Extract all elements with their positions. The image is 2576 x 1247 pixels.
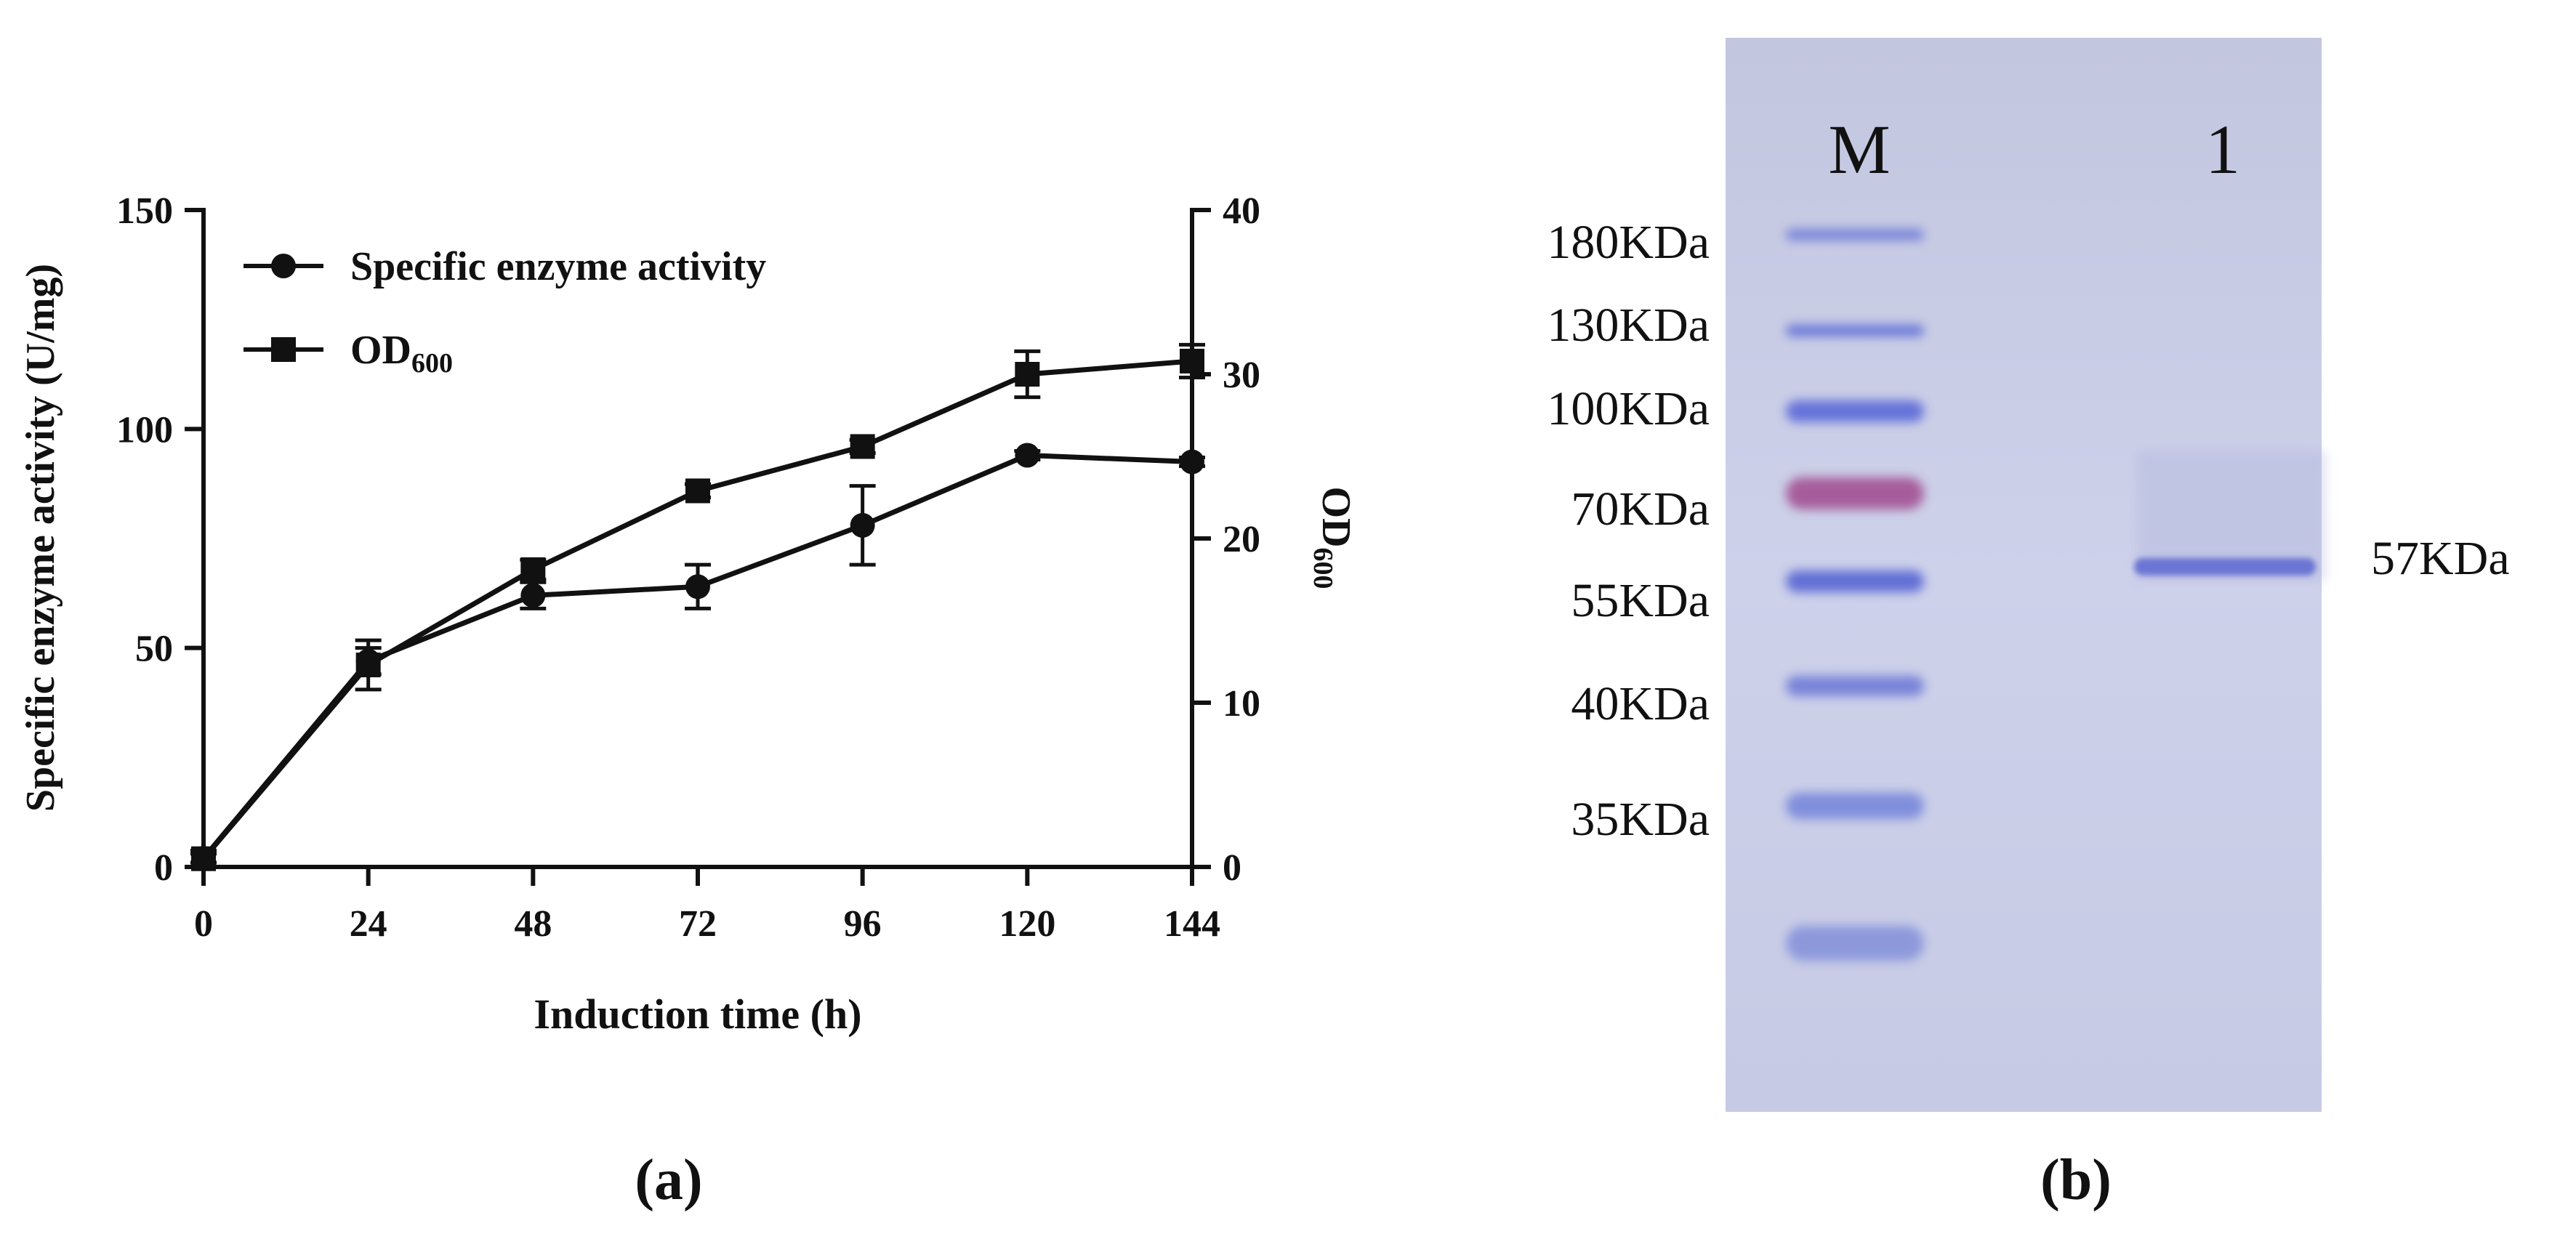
legend-label-od-main: OD <box>350 328 411 373</box>
series-line-enzyme <box>201 452 1193 860</box>
x-tick-label: 48 <box>514 903 552 945</box>
gel-bands <box>1786 229 2326 961</box>
marker-band <box>1786 325 1924 336</box>
x-tick-label: 144 <box>1164 903 1220 945</box>
marker-band <box>1786 229 1924 241</box>
marker-size-label: 100KDa <box>1547 382 1710 435</box>
data-point-enzyme <box>520 583 546 608</box>
legend-label-od-sub: 600 <box>411 348 453 379</box>
sample-band-label: 57KDa <box>2371 532 2510 585</box>
marker-band <box>1786 400 1924 422</box>
lane-label-marker: M <box>1828 110 1890 188</box>
marker-size-label: 70KDa <box>1571 483 1710 536</box>
data-point-od <box>850 434 875 459</box>
x-tick-label: 0 <box>194 903 213 945</box>
y-ticks-left: 0 50 100 150 <box>116 190 204 889</box>
chart-legend: Specific enzyme activity OD600 <box>243 244 766 379</box>
x-tick-label: 120 <box>999 903 1055 945</box>
data-point-od <box>520 557 546 582</box>
enzyme-activity-chart: 0 24 48 72 96 120 144 0 50 100 150 0 10 20 30 40 Indu… <box>18 190 1359 1212</box>
marker-band <box>1786 477 1924 509</box>
y2-tick-label: 30 <box>1223 355 1260 396</box>
y2-tick-label: 40 <box>1223 190 1260 232</box>
data-point-od <box>1180 348 1204 374</box>
data-point-od <box>355 653 381 678</box>
y2-tick-label: 10 <box>1223 683 1260 725</box>
panel-b-label: (b) <box>2040 1148 2112 1212</box>
y2-axis-title: OD600 <box>1308 487 1359 589</box>
y-ticks-right: 0 10 20 30 40 <box>1192 190 1260 889</box>
marker-labels: 180KDa 130KDa 100KDa 70KDa 55KDa 40KDa 35KDa <box>1547 216 1710 846</box>
legend-circle-marker-icon <box>271 254 296 278</box>
data-point-od <box>1015 362 1040 387</box>
marker-band <box>1786 676 1924 696</box>
legend-item-od: OD600 <box>243 328 453 379</box>
data-point-enzyme <box>850 512 875 538</box>
y-tick-label: 50 <box>135 629 173 670</box>
legend-label-enzyme: Specific enzyme activity <box>350 244 766 289</box>
marker-band <box>1786 926 1924 961</box>
chart-axes <box>201 208 1194 869</box>
y-tick-label: 0 <box>154 847 173 889</box>
marker-size-label: 40KDa <box>1571 677 1710 730</box>
marker-band <box>1786 570 1924 592</box>
marker-size-label: 180KDa <box>1547 216 1710 269</box>
legend-item-enzyme: Specific enzyme activity <box>243 244 766 289</box>
y2-tick-label: 0 <box>1223 847 1241 889</box>
lane-label-sample: 1 <box>2205 110 2240 188</box>
marker-size-label: 35KDa <box>1571 793 1710 846</box>
chart-series <box>190 342 1205 871</box>
y2-axis-title-sub: 600 <box>1308 548 1338 589</box>
x-ticks: 0 24 48 72 96 120 144 <box>194 867 1220 945</box>
sds-page-gel-panel: 180KDa 130KDa 100KDa 70KDa 55KDa 40KDa 35KDa M… <box>1547 38 2510 1212</box>
data-point-od <box>685 478 710 504</box>
y-tick-label: 150 <box>116 190 173 232</box>
x-axis-title: Induction time (h) <box>534 990 861 1038</box>
legend-square-marker-icon <box>271 337 296 362</box>
y2-tick-label: 20 <box>1223 519 1260 560</box>
marker-size-label: 130KDa <box>1547 299 1710 352</box>
legend-label-od: OD600 <box>350 328 453 379</box>
x-tick-label: 96 <box>844 903 882 945</box>
panel-a-label: (a) <box>635 1148 702 1212</box>
x-tick-label: 24 <box>350 903 387 945</box>
series-od <box>190 342 1205 871</box>
sample-band <box>2134 558 2316 576</box>
data-point-enzyme <box>1180 449 1204 475</box>
data-point-enzyme <box>685 574 710 600</box>
series-enzyme <box>190 443 1205 871</box>
y-axis-title: Specific enzyme activity (U/mg) <box>18 264 63 812</box>
x-tick-label: 72 <box>679 903 717 945</box>
data-point-od <box>191 846 216 871</box>
y2-axis-title-main: OD <box>1313 487 1359 548</box>
data-point-enzyme <box>1015 443 1040 468</box>
y-tick-label: 100 <box>116 409 173 451</box>
marker-size-label: 55KDa <box>1571 574 1710 627</box>
marker-band <box>1786 793 1924 819</box>
